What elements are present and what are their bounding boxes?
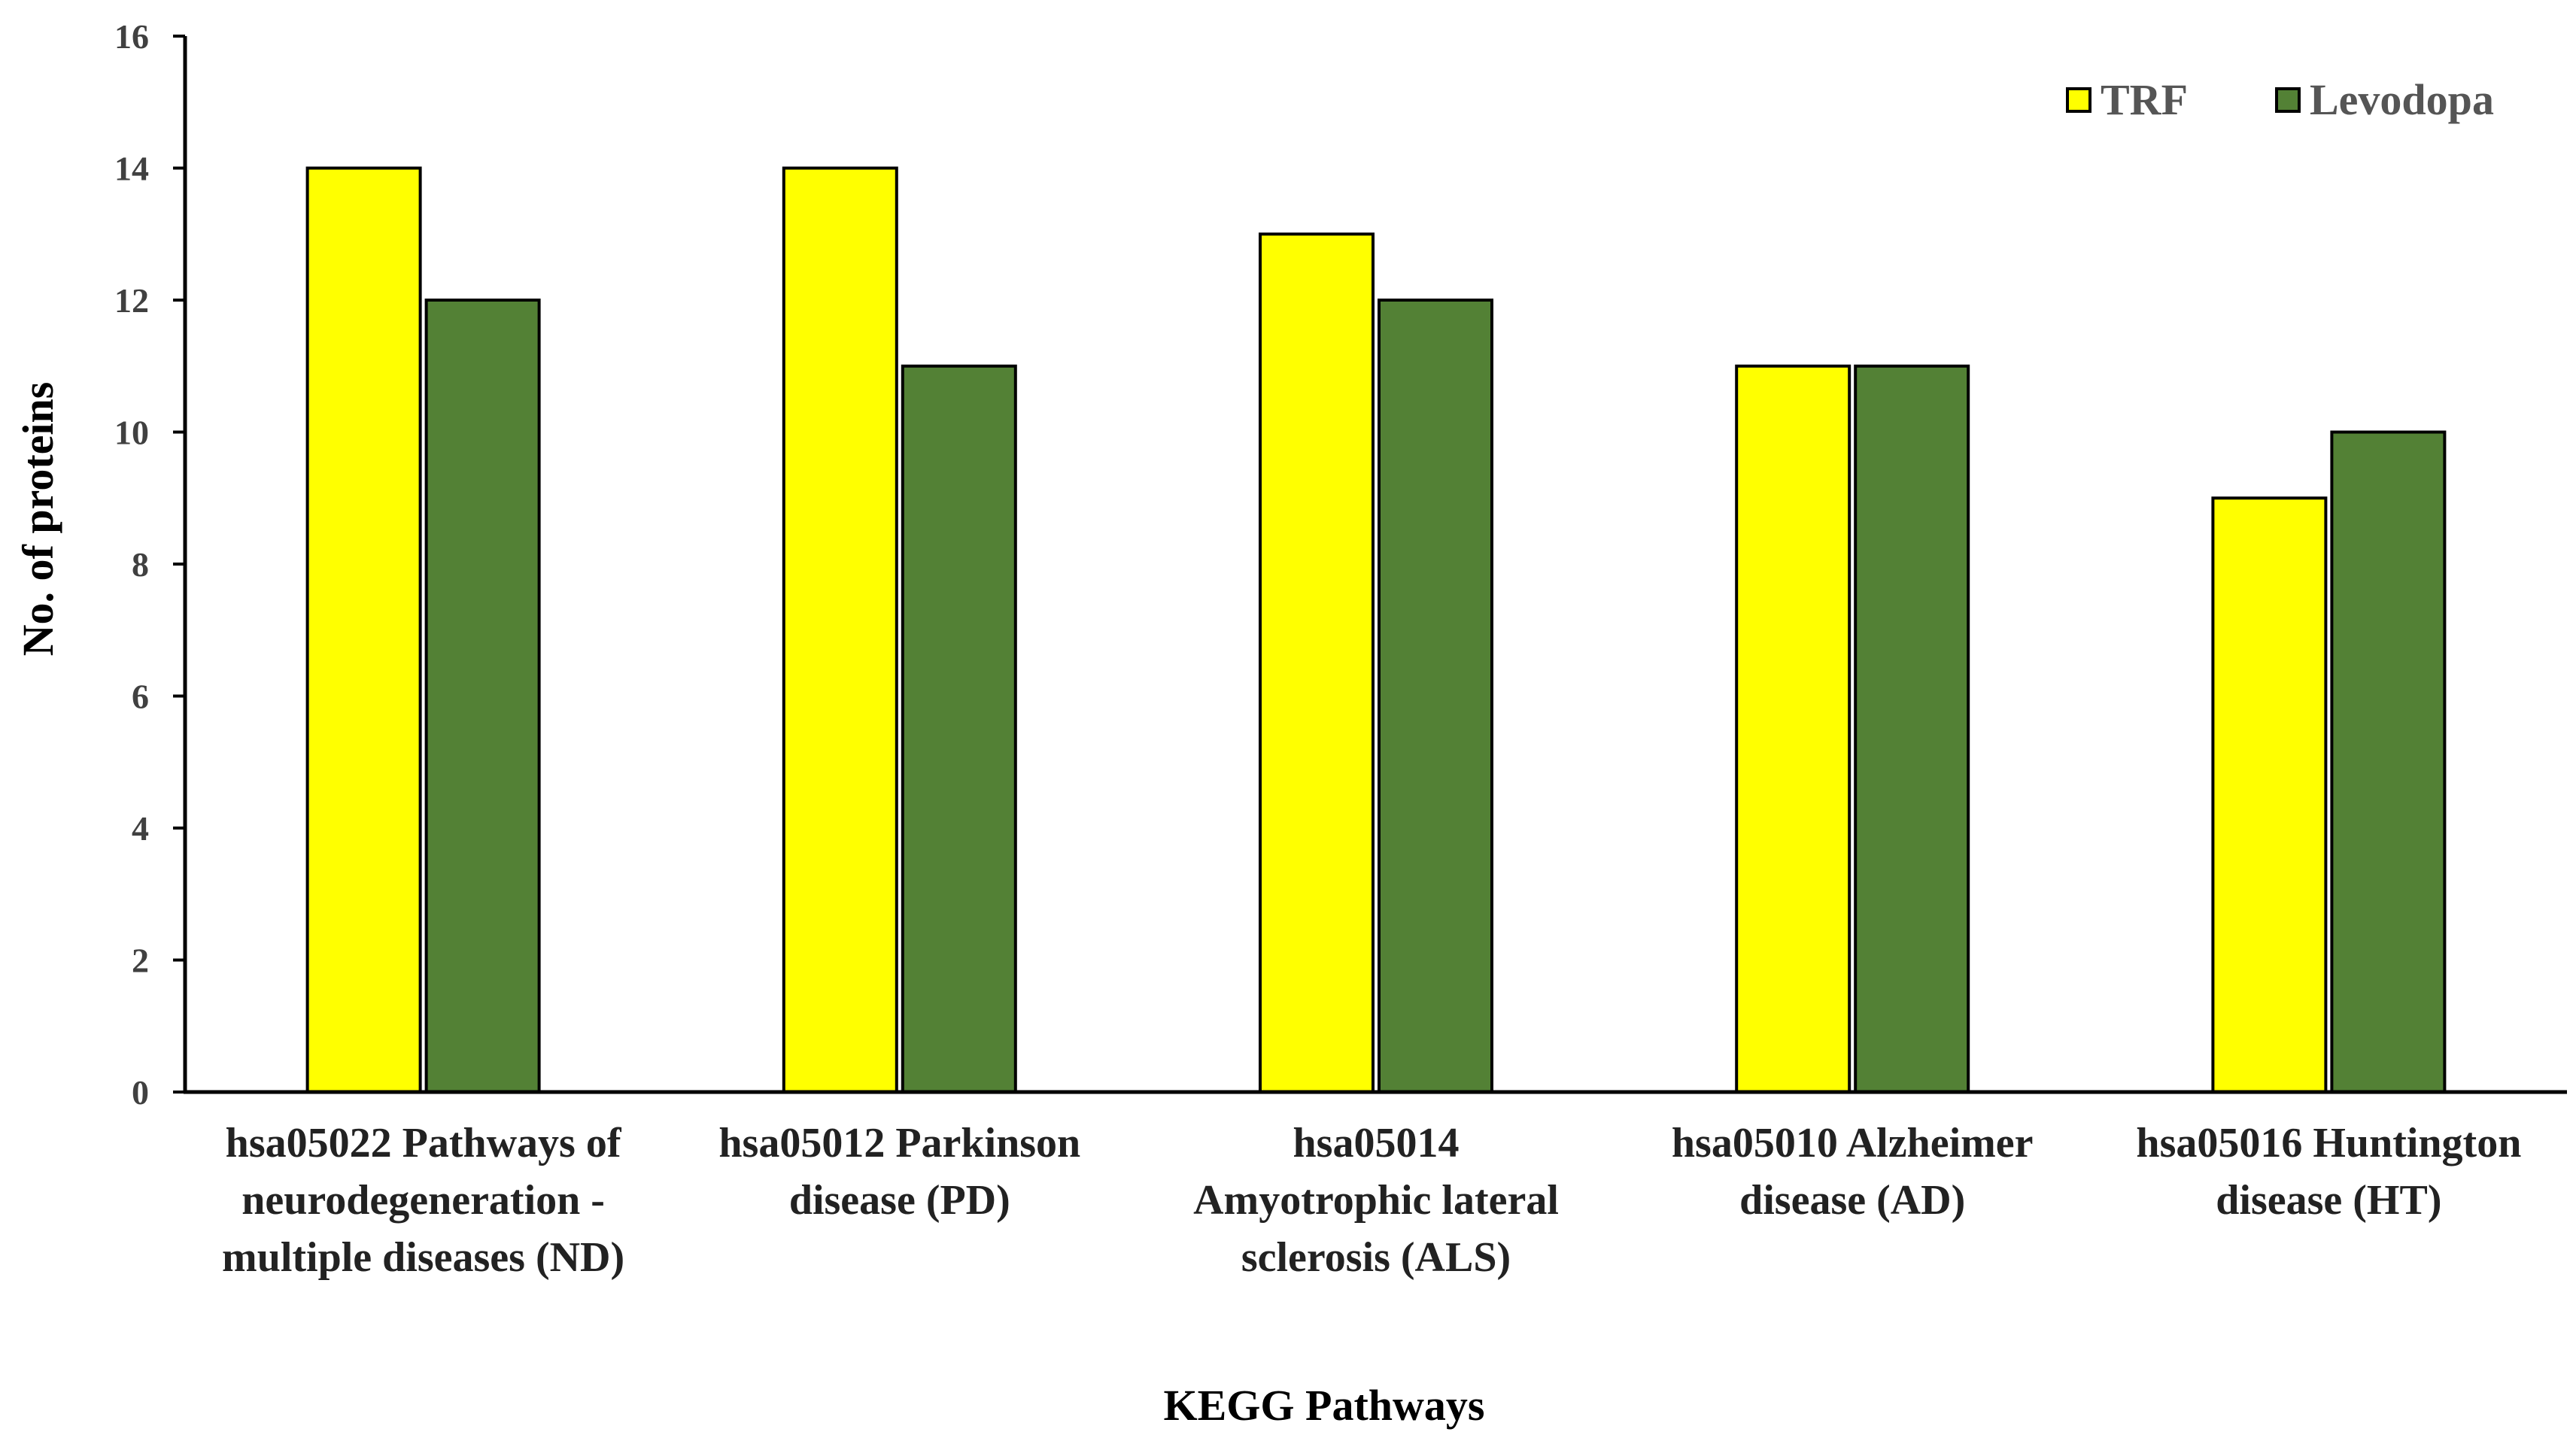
y-tick-label: 12 xyxy=(114,281,149,320)
bar-trf-2 xyxy=(1259,232,1375,1094)
x-category-label: neurodegeneration - xyxy=(242,1177,605,1224)
legend: TRF Levodopa xyxy=(2066,75,2494,124)
x-category-label: hsa05022 Pathways of xyxy=(226,1120,622,1166)
legend-label-trf: TRF xyxy=(2101,75,2188,124)
y-tick-label: 6 xyxy=(132,678,149,716)
y-tick-label: 4 xyxy=(132,809,149,848)
bar-levodopa-0 xyxy=(424,299,541,1094)
y-tick-label: 10 xyxy=(114,414,149,452)
bar-levodopa-1 xyxy=(901,364,1017,1094)
y-tick-label: 14 xyxy=(114,150,149,188)
x-category-label: hsa05016 Huntington xyxy=(2136,1120,2521,1166)
x-axis-title: KEGG Pathways xyxy=(1164,1381,1485,1430)
x-category-label: multiple diseases (ND) xyxy=(222,1234,624,1281)
y-tick-label: 8 xyxy=(132,545,149,584)
bar-levodopa-4 xyxy=(2330,430,2447,1094)
legend-swatch-trf xyxy=(2066,87,2091,113)
bar-trf-0 xyxy=(305,166,422,1094)
bar-trf-1 xyxy=(782,166,898,1094)
y-tick-label: 16 xyxy=(114,17,149,56)
y-tick-label: 0 xyxy=(132,1073,149,1112)
x-category-label: hsa05012 Parkinson xyxy=(718,1120,1080,1166)
x-category-label: Amyotrophic lateral xyxy=(1193,1177,1559,1224)
legend-label-levodopa: Levodopa xyxy=(2310,75,2494,124)
legend-swatch-levodopa xyxy=(2275,87,2301,113)
x-category-label: sclerosis (ALS) xyxy=(1241,1234,1511,1281)
x-category-label: disease (HT) xyxy=(2216,1177,2441,1224)
y-axis-title: No. of proteins xyxy=(14,382,62,657)
bar-trf-3 xyxy=(1735,364,1852,1094)
x-category-label: disease (PD) xyxy=(789,1177,1010,1224)
x-category-label: hsa05010 Alzheimer xyxy=(1672,1120,2034,1166)
bar-trf-4 xyxy=(2211,496,2328,1094)
x-category-label: disease (AD) xyxy=(1739,1177,1965,1224)
bar-levodopa-3 xyxy=(1854,364,1970,1094)
y-tick-label: 2 xyxy=(132,942,149,980)
bar-levodopa-2 xyxy=(1378,299,1493,1094)
x-category-label: hsa05014 xyxy=(1293,1120,1460,1166)
